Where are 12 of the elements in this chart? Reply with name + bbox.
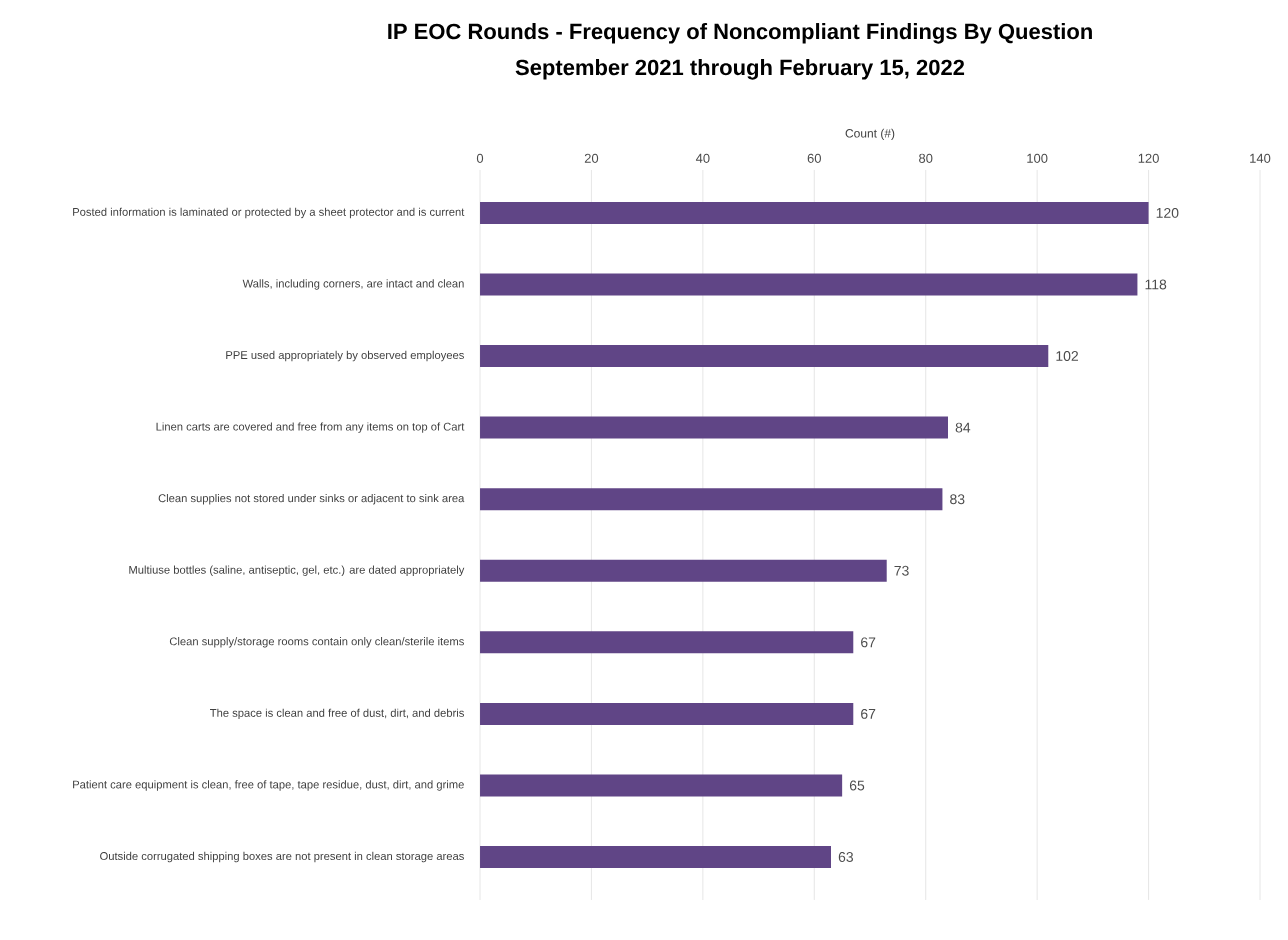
bar bbox=[480, 846, 831, 869]
bar bbox=[480, 201, 1149, 224]
bar bbox=[480, 488, 943, 511]
bar bbox=[480, 345, 1049, 368]
bar bbox=[480, 631, 854, 654]
bar bbox=[480, 416, 948, 439]
chart-title: IP EOC Rounds - Frequency of Noncompliant Findings By Question bbox=[388, 23, 1092, 44]
chart-subtitle: September 2021 through February 15, 2022 bbox=[515, 59, 965, 80]
bar bbox=[480, 559, 887, 582]
bar bbox=[480, 273, 1138, 296]
bar bbox=[480, 702, 854, 725]
bar bbox=[480, 774, 843, 797]
